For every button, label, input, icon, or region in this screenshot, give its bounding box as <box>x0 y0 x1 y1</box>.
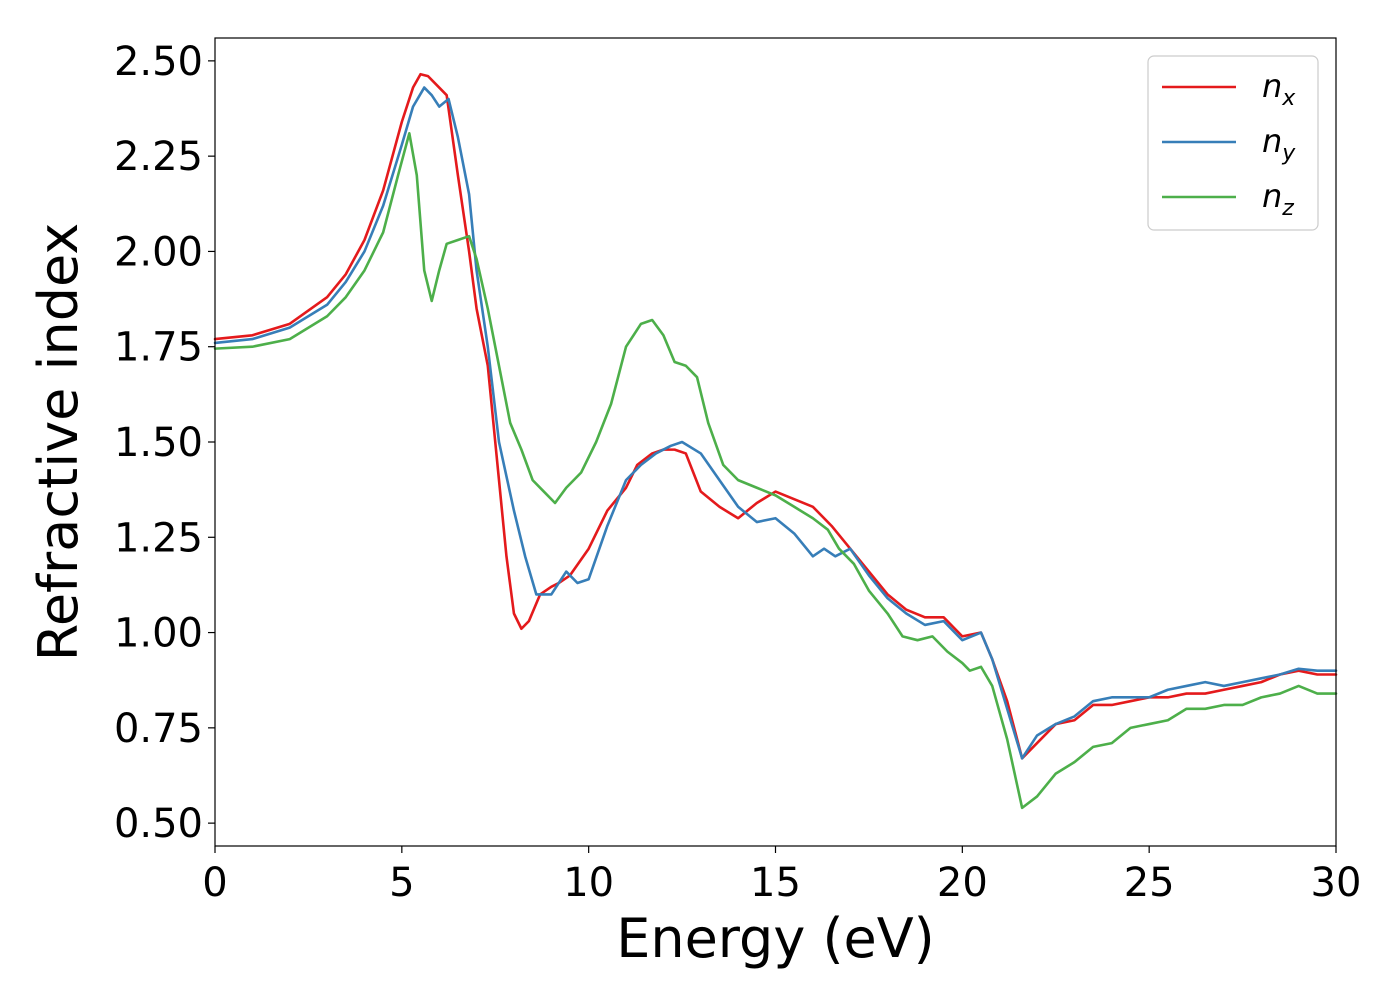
y-tick-label: 2.25 <box>114 134 203 180</box>
x-tick-label: 30 <box>1311 860 1362 906</box>
series-line-x <box>213 72 1338 760</box>
y-tick-label: 1.50 <box>114 420 203 466</box>
x-axis-label: Energy (eV) <box>616 907 935 970</box>
legend-entry-y: ny <box>1262 122 1296 166</box>
x-tick-label: 10 <box>563 860 614 906</box>
legend-subscript: z <box>1281 196 1294 221</box>
x-tick-label: 15 <box>750 860 801 906</box>
y-tick-label: 0.75 <box>114 706 203 752</box>
series-line-y <box>213 86 1338 760</box>
series-line-z <box>213 131 1338 810</box>
legend-subscript: y <box>1281 141 1296 166</box>
y-tick-label: 1.25 <box>114 515 203 561</box>
y-tick-label: 1.00 <box>114 611 203 657</box>
legend-subscript: x <box>1281 86 1296 111</box>
y-tick-label: 2.00 <box>114 229 203 275</box>
x-tick-label: 5 <box>389 860 414 906</box>
series-layer <box>213 72 1338 810</box>
y-tick-label: 2.50 <box>114 39 203 85</box>
ticks-layer: 0 5 10 15 20 25 30 0.50 0.75 1.00 1.25 1.50 1.75 2.00… <box>114 39 1362 906</box>
x-tick-label: 0 <box>202 860 227 906</box>
x-tick-label: 25 <box>1124 860 1175 906</box>
y-tick-label: 0.50 <box>114 801 203 847</box>
x-tick-label: 20 <box>937 860 988 906</box>
y-tick-label: 1.75 <box>114 325 203 371</box>
y-axis-label: Refractive index <box>27 223 90 662</box>
